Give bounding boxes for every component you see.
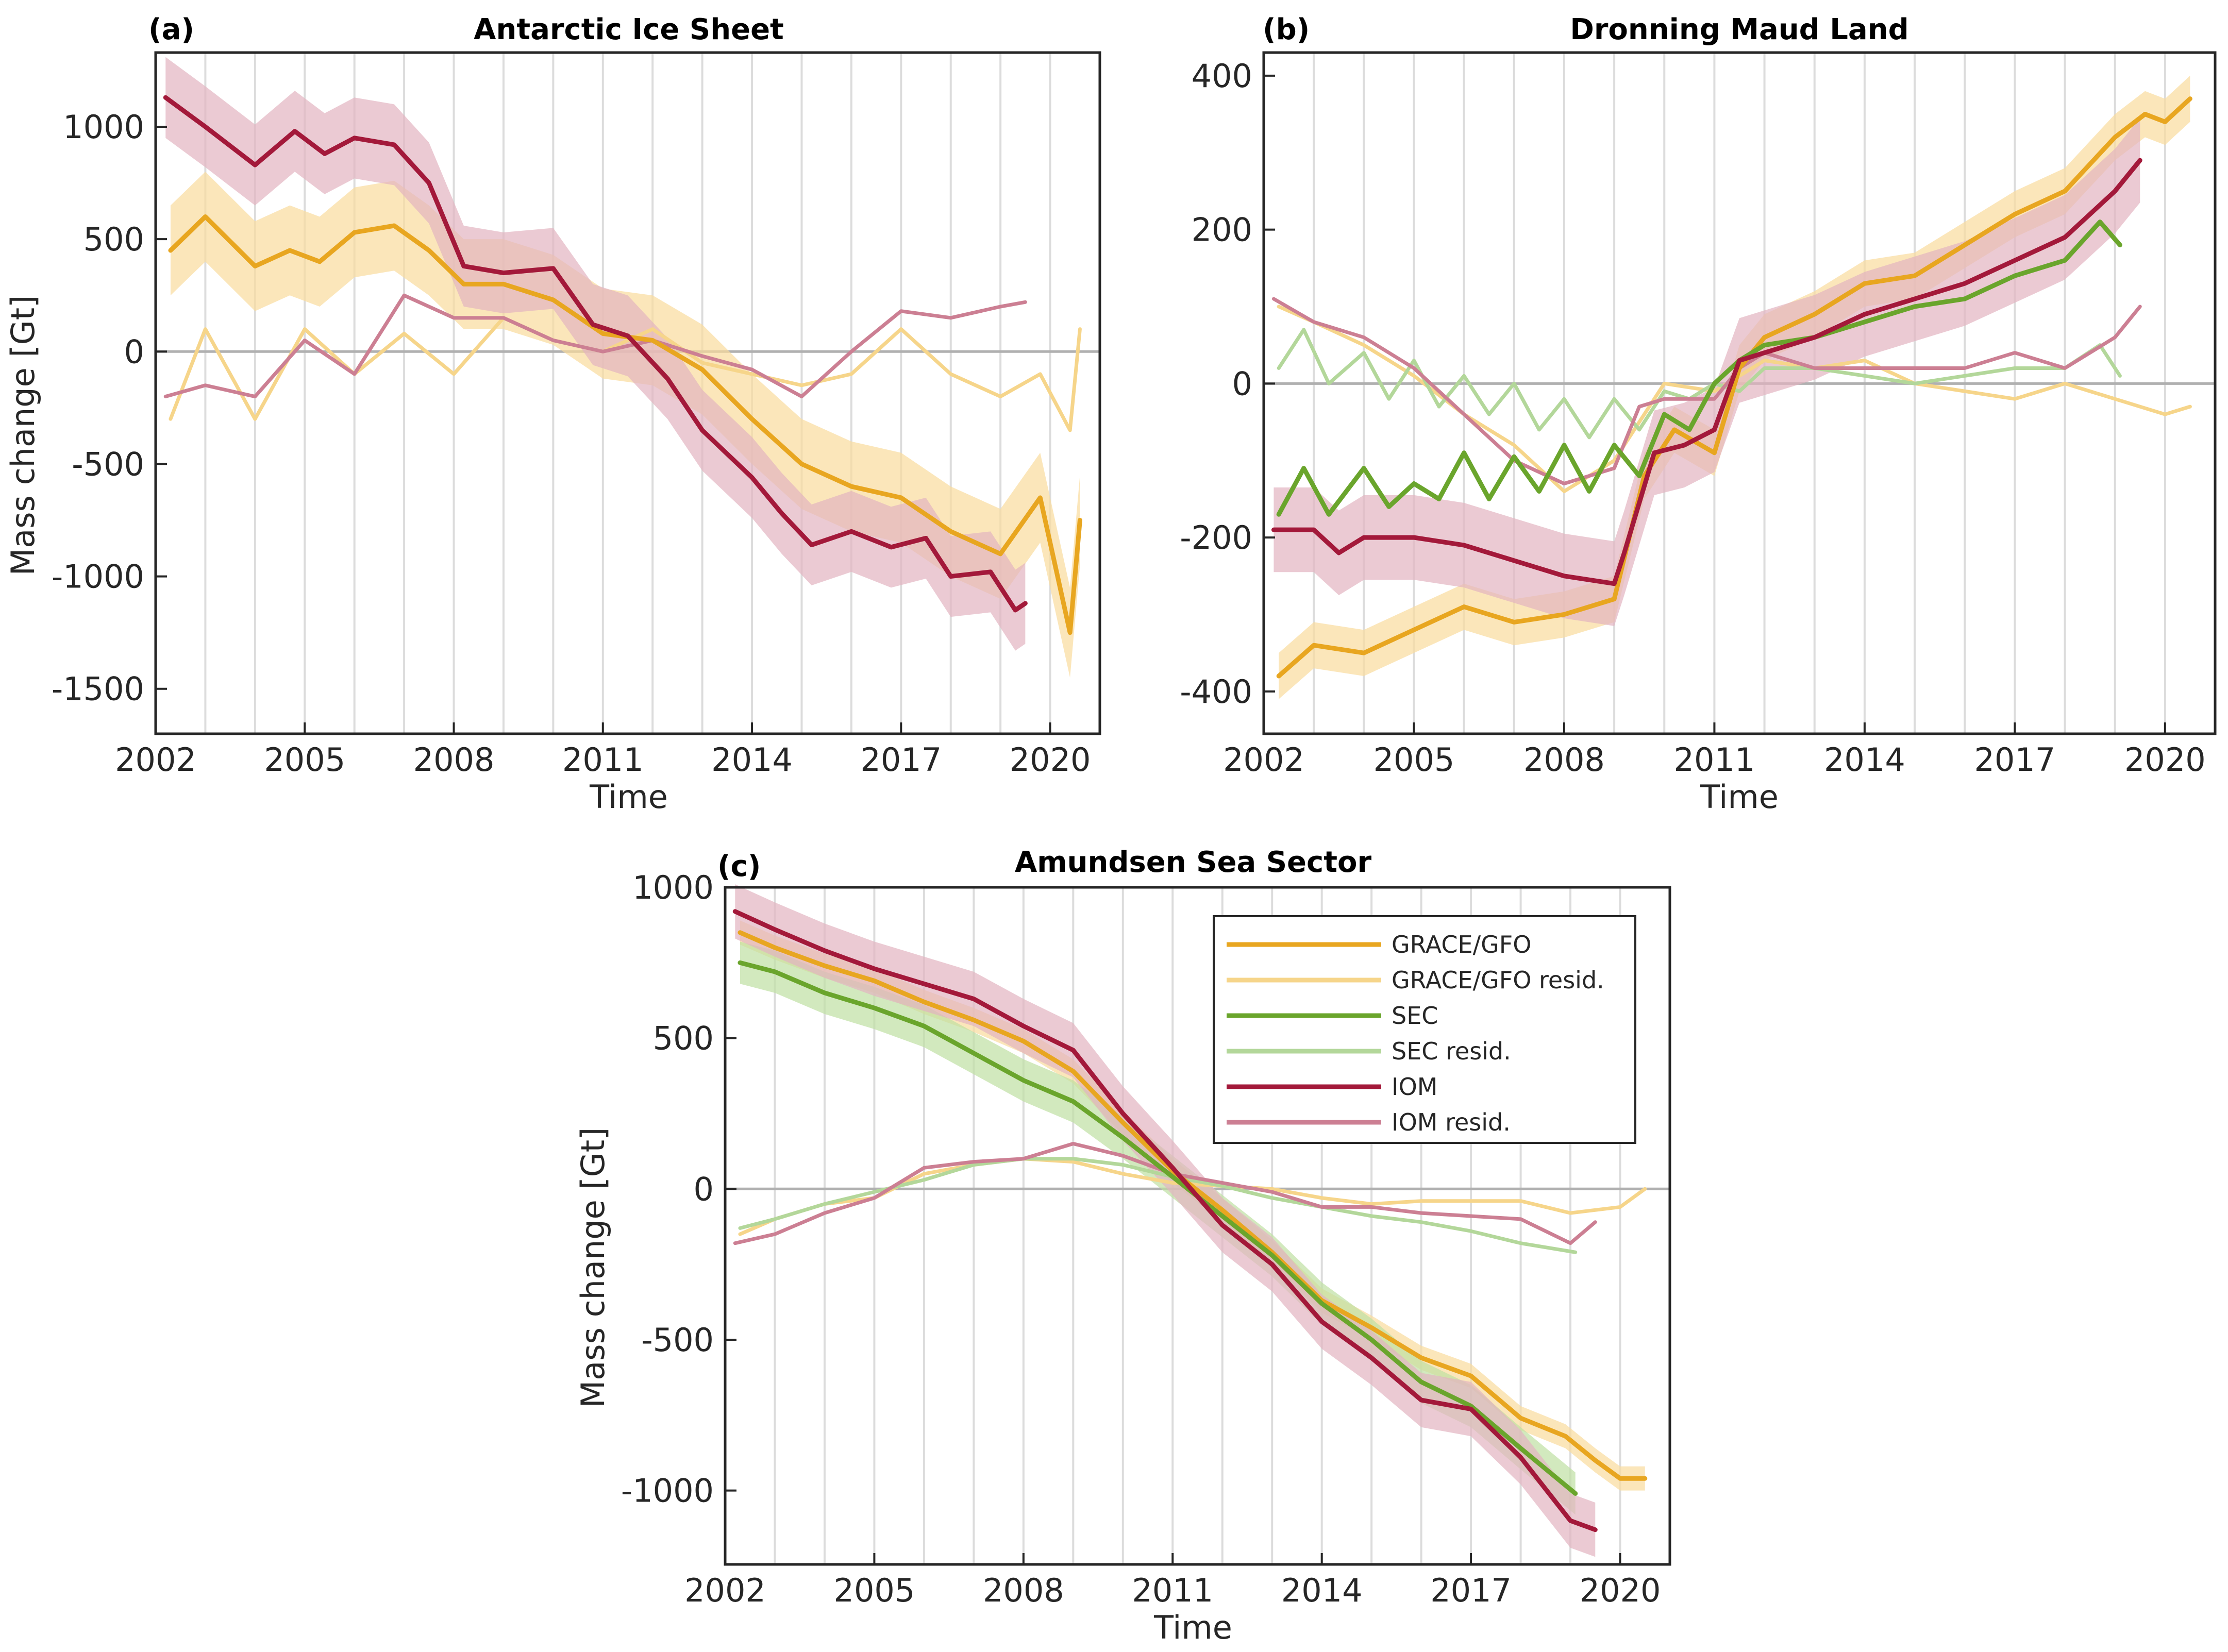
panel-title: Dronning Maud Land [1570,13,1908,46]
y-tick-label-1000: 1000 [63,108,144,146]
x-tick-label-2002: 2002 [1223,741,1304,779]
series-lines [163,95,1082,635]
y-tick-label-400: 400 [1192,57,1252,95]
legend-label-grace-gfo: GRACE/GFO [1392,931,1531,958]
sec-resid-line [1277,328,2122,440]
x-axis-title: Time [1700,778,1779,816]
series-lines [732,909,1648,1532]
grace-gfo-line [168,214,1082,635]
y-axis-title: Mass change [Gt] [574,1127,612,1408]
y-tick-label--1000: -1000 [621,1472,714,1510]
grace-gfo-line [1276,96,2192,679]
y-tick-labels: 1000 500 0 -500 -1000 -1500 [52,108,144,708]
y-tick-label-500: 500 [83,221,144,258]
iom-line [163,95,1028,613]
grace-gfo-resid-line [169,316,1082,432]
panel-tag: (b) [1263,13,1310,46]
axes-frame [154,51,1101,735]
legend-label-iom-resid: IOM resid. [1392,1108,1511,1136]
x-tick-label-2014: 2014 [1281,1572,1363,1609]
iom-band [1274,117,2140,626]
y-tick-labels: 1000 500 0 -500 -1000 [621,869,714,1510]
x-tick-label-2017: 2017 [860,741,942,779]
x-tick-label-2017: 2017 [1974,741,2055,779]
y-tick-label-200: 200 [1192,211,1252,249]
y-tick-label-1000: 1000 [632,869,714,906]
grace-gfo-line [738,930,1648,1481]
x-tick-label-2005: 2005 [834,1572,915,1609]
y-tick-label--200: -200 [1180,519,1252,557]
x-axis-title: Time [589,778,668,816]
y-tick-labels: 400 200 0 -200 -400 [1180,57,1252,711]
legend-entries: GRACE/GFO GRACE/GFO resid. SEC SEC resid. IO… [1227,931,1604,1136]
legend-label-sec-resid: SEC resid. [1392,1037,1511,1065]
legend-label-sec: SEC [1392,1002,1438,1030]
uncertainty-bands [165,57,1080,678]
y-tick-label--400: -400 [1180,673,1252,711]
y-tick-label--1500: -1500 [52,670,144,708]
iom-resid-line [163,293,1027,399]
series-lines [1271,96,2192,679]
iom-resid-line [1271,297,2142,486]
plot-frame [724,886,1671,1566]
y-tick-label-500: 500 [653,1020,714,1057]
x-tick-label-2005: 2005 [264,741,345,779]
x-tick-label-2008: 2008 [983,1572,1064,1609]
legend-label-grace-gfo-resid: GRACE/GFO resid. [1392,966,1604,994]
x-axis-title: Time [1153,1609,1232,1646]
y-tick-label-0: 0 [694,1170,714,1208]
x-tick-label-2020: 2020 [2124,741,2206,779]
x-tick-label-2008: 2008 [1523,741,1605,779]
grace-gfo-band [170,172,1080,678]
y-tick-label-0: 0 [124,333,144,370]
panel-tag: (c) [717,850,761,883]
uncertainty-bands [735,884,1645,1557]
plot-frame [154,51,1101,735]
x-tick-label-2011: 2011 [562,741,644,779]
iom-band [735,884,1596,1557]
panel-c: 2002 2005 2008 2011 2014 2017 2020 1000 500 0 -50… [574,846,1671,1646]
iom-resid-line [733,1142,1597,1245]
axes-frame [1262,51,2217,735]
y-tick-label-0: 0 [1232,365,1252,402]
sec-resid-line [738,1157,1578,1254]
legend-box [1213,915,1636,1144]
x-tick-label-2020: 2020 [1580,1572,1661,1609]
y-tick-label--500: -500 [641,1321,714,1359]
panel-title: Amundsen Sea Sector [1015,846,1372,879]
x-tick-label-2011: 2011 [1132,1572,1213,1609]
x-tick-label-2014: 2014 [1824,741,1905,779]
sec-line [1276,220,2122,517]
x-tick-labels: 2002 2005 2008 2011 2014 2017 2020 [684,1572,1661,1609]
x-tick-labels: 2002 2005 2008 2011 2014 2017 2020 [1223,741,2206,779]
x-tick-label-2002: 2002 [684,1572,766,1609]
sec-band [740,941,1576,1515]
axes-frame [724,886,1671,1566]
x-tick-label-2017: 2017 [1430,1572,1512,1609]
y-tick-label--500: -500 [72,445,144,483]
x-tick-label-2002: 2002 [115,741,196,779]
panel-a: 2002 2005 2008 2011 2014 2017 2020 1000 500 0 -50… [4,13,1101,816]
sec-line [738,960,1578,1496]
x-tick-label-2020: 2020 [1010,741,1091,779]
legend: GRACE/GFO GRACE/GFO resid. SEC SEC resid. IO… [1213,915,1636,1144]
x-tick-label-2005: 2005 [1373,741,1455,779]
x-tick-labels: 2002 2005 2008 2011 2014 2017 2020 [115,741,1091,779]
iom-line [732,909,1598,1532]
legend-label-iom: IOM [1392,1073,1437,1101]
panel-b: 2002 2005 2008 2011 2014 2017 2020 400 200 0 -200… [1180,13,2217,816]
y-axis-title: Mass change [Gt] [4,295,42,576]
panel-tag: (a) [148,13,194,46]
panel-title: Antarctic Ice Sheet [474,13,784,46]
grace-gfo-band [740,920,1645,1491]
x-tick-label-2008: 2008 [413,741,495,779]
iom-line [1271,158,2142,586]
x-tick-label-2014: 2014 [711,741,793,779]
x-tick-label-2011: 2011 [1674,741,1755,779]
iom-band [165,57,1026,651]
plot-frame [1262,51,2217,735]
y-tick-label--1000: -1000 [52,558,144,596]
